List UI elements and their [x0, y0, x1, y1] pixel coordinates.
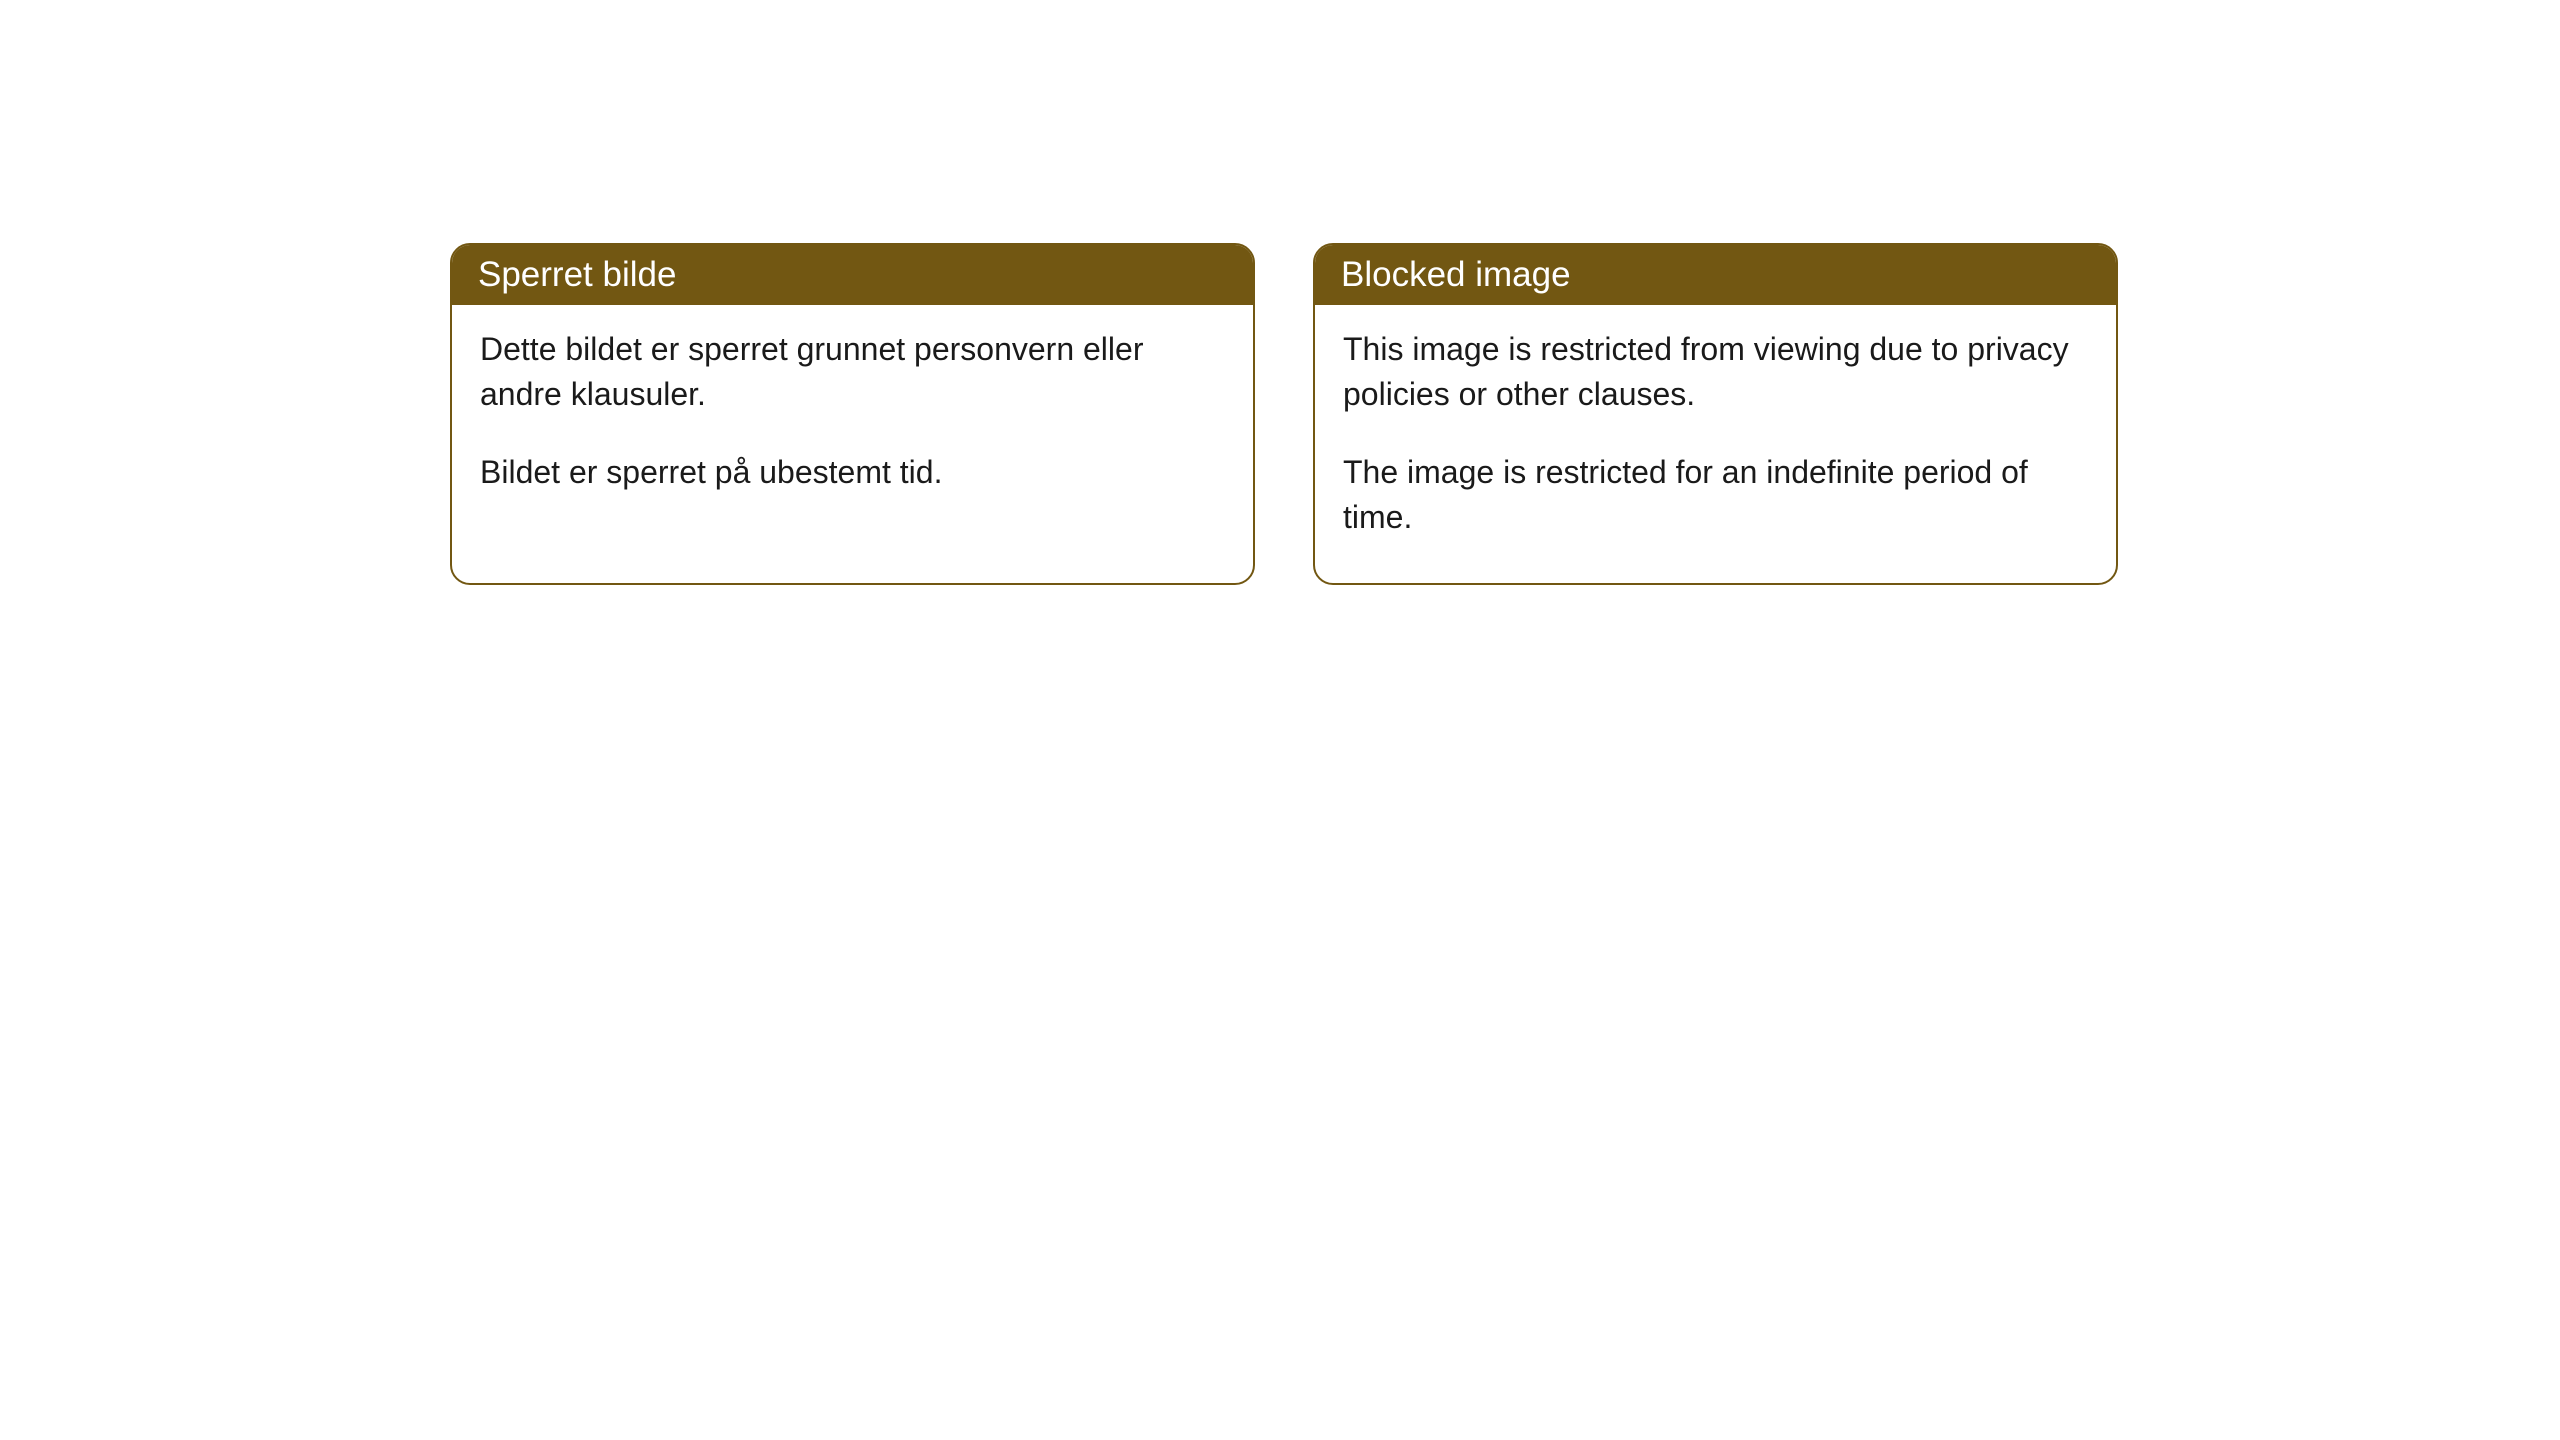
card-paragraph: This image is restricted from viewing du… — [1343, 327, 2088, 418]
notice-cards-container: Sperret bilde Dette bildet er sperret gr… — [450, 243, 2118, 585]
card-body: This image is restricted from viewing du… — [1315, 305, 2116, 583]
card-body: Dette bildet er sperret grunnet personve… — [452, 305, 1253, 537]
notice-card-english: Blocked image This image is restricted f… — [1313, 243, 2118, 585]
card-paragraph: Bildet er sperret på ubestemt tid. — [480, 450, 1225, 495]
notice-card-norwegian: Sperret bilde Dette bildet er sperret gr… — [450, 243, 1255, 585]
card-header: Sperret bilde — [452, 245, 1253, 305]
card-title: Blocked image — [1341, 255, 1571, 294]
card-paragraph: The image is restricted for an indefinit… — [1343, 450, 2088, 541]
card-title: Sperret bilde — [478, 255, 676, 294]
card-header: Blocked image — [1315, 245, 2116, 305]
card-paragraph: Dette bildet er sperret grunnet personve… — [480, 327, 1225, 418]
